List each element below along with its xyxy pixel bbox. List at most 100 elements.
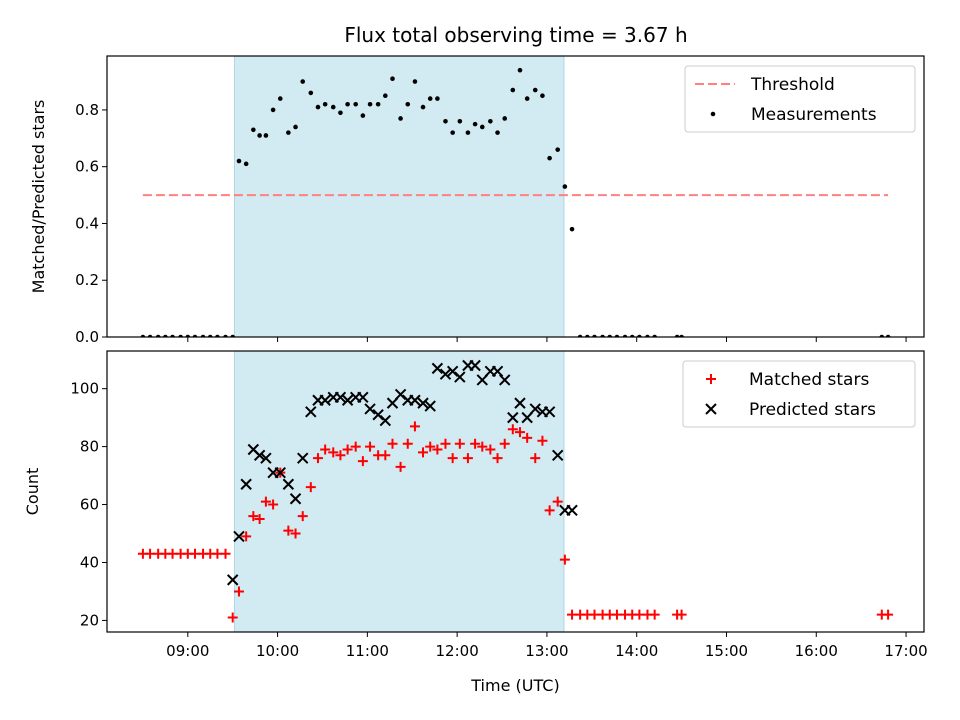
measurement-point [555,147,560,152]
flux-ratio-panel: 0.0 0.2 0.4 0.6 0.8 Matched/Predicted stars Th… [29,55,925,346]
x-tick-label: 13:00 [525,642,568,660]
predicted-stars-point [566,504,578,517]
legend-predicted-swatch [705,403,717,415]
matched-stars-point [649,609,660,620]
x-axis-label: Time (UTC) [470,676,559,695]
matched-stars-point [233,586,244,597]
matched-stars-point [227,612,238,623]
legend-label: Matched stars [749,370,869,390]
matched-stars-point [320,444,331,455]
predicted-stars-point [226,574,239,586]
matched-stars-point [883,609,894,620]
measurement-point [510,87,516,93]
measurement-point [263,133,269,138]
predicted-stars-point [297,452,309,464]
matched-stars-point [418,447,429,458]
predicted-stars-point [521,411,533,424]
matched-stars-point [290,528,301,539]
legend-matched-swatch [706,374,716,384]
measurement-point [569,226,575,232]
measurement-point [412,79,418,84]
matched-stars-point [544,505,555,516]
measurement-point [315,104,321,110]
predicted-stars-point [439,368,452,380]
matched-stars-point [462,453,473,464]
x-tick-label: 14:00 [615,642,658,660]
matched-stars-point [499,438,510,449]
matched-stars-point [248,511,259,522]
y-tick-label: 0.0 [75,328,99,346]
matched-stars-point [432,444,443,455]
matched-stars-point [283,525,294,536]
predicted-stars-point [289,493,302,505]
matched-stars-point [537,435,548,446]
matched-stars-point [530,453,541,464]
legend-box [684,65,916,133]
measurement-point [353,101,358,107]
matched-stars-point [260,496,271,507]
matched-stars-point [357,456,368,467]
matched-stars-point [328,447,339,458]
predicted-stars-point [514,397,526,409]
x-tick-label: 15:00 [705,642,748,660]
predicted-stars-point [319,394,331,406]
measurement-point [300,79,306,84]
predicted-stars-point [431,362,444,375]
x-tick-label: 12:00 [436,642,479,660]
measurement-point [457,118,463,124]
predicted-stars-point [491,365,504,377]
legend: Threshold Measurements [684,65,916,133]
measurement-point [330,104,336,110]
x-tick-label: 16:00 [795,642,838,660]
measurement-point [517,67,523,73]
y-tick-label: 100 [70,380,99,398]
measurement-point [398,116,403,121]
measurement-point [465,130,471,135]
y-axis-label: Count [23,468,42,516]
matched-stars-point [454,438,465,449]
matched-stars-point [402,438,413,449]
plot-area [137,351,894,632]
measurement-point [547,155,552,161]
measurement-point [524,96,530,101]
predicted-stars-point [417,397,429,409]
chart-title: Flux total observing time = 3.67 h [344,23,687,47]
matched-stars-point [559,554,570,565]
measurement-point [479,124,485,130]
measurement-point [562,184,568,189]
matched-stars-point [241,531,252,542]
y-tick-label: 0.6 [75,158,99,176]
series-predicted-stars [226,359,578,586]
x-tick-label: 11:00 [346,642,389,660]
predicted-stars-point [499,374,511,386]
y-tick-label: 80 [80,438,99,456]
matched-stars-point [342,444,353,455]
measurement-point [345,101,350,107]
measurement-point [286,130,291,135]
predicted-stars-point [357,391,369,404]
measurement-point [236,158,242,164]
matched-stars-point [297,511,308,522]
predicted-stars-point [529,403,541,415]
measurement-point [243,161,249,167]
legend-label: Predicted stars [749,400,876,420]
predicted-stars-point [424,400,436,412]
predicted-stars-point [386,397,399,409]
predicted-stars-point [476,374,488,386]
y-tick-label: 0.8 [75,101,99,119]
measurement-point [420,104,426,110]
measurement-point [251,127,256,133]
observing-window-shade [234,351,564,632]
observing-window-shade [234,56,564,337]
measurement-point [427,96,433,101]
predicted-stars-point [409,394,421,406]
measurement-point [450,130,455,135]
y-axis-label: Matched/Predicted stars [29,100,48,294]
predicted-stars-point [364,403,376,415]
legend-label: Threshold [750,75,835,95]
matched-stars-point [492,453,503,464]
axes-frame [106,350,925,633]
matched-stars-point [312,453,323,464]
legend-box [682,360,916,428]
matched-stars-point [365,441,376,452]
